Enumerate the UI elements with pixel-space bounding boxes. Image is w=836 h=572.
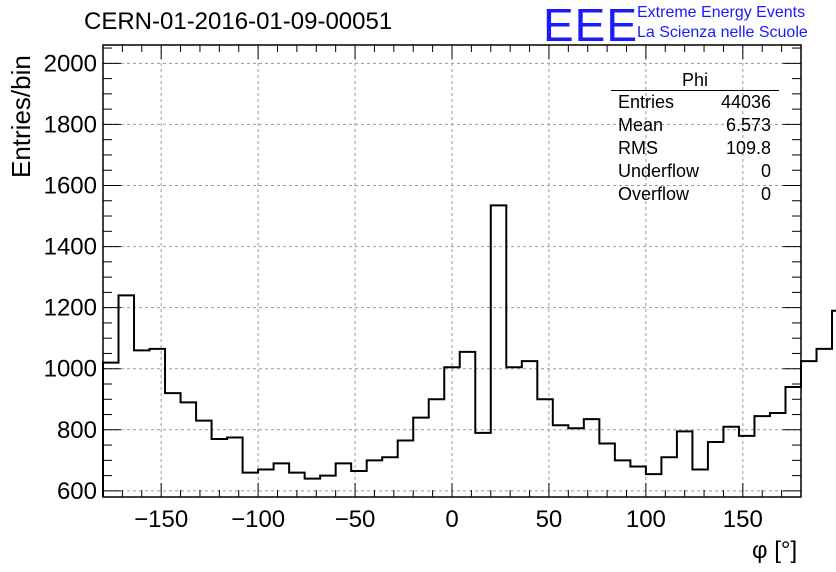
y-tick-label: 2000 [44, 50, 97, 77]
y-tick-label: 1400 [44, 234, 97, 261]
histogram-bin [677, 431, 693, 497]
stats-value: 6.573 [725, 115, 771, 135]
x-axis-label: φ [°] [752, 537, 797, 564]
histogram-bin [305, 479, 321, 497]
y-tick-label: 1800 [44, 111, 97, 138]
histogram-bin [351, 471, 367, 497]
axis-ticks [103, 45, 801, 497]
stats-value: 44036 [720, 92, 771, 112]
tick-labels: −150 −100 −50 0 50 100 150 600 800 1000 1200 1400 16… [44, 50, 763, 533]
histogram-bin [522, 361, 538, 497]
histogram-bin [243, 473, 259, 497]
histogram-bin [398, 441, 414, 498]
histogram-bin [584, 419, 600, 497]
x-tick-label: 0 [445, 506, 458, 533]
histogram-bin [692, 470, 708, 497]
stats-value: 0 [760, 184, 771, 204]
histogram-bin [817, 349, 833, 497]
stats-row-rms: RMS 109.8 [609, 137, 779, 160]
stats-row-mean: Mean 6.573 [609, 114, 779, 137]
histogram-bin [661, 457, 677, 497]
stats-label: Entries [618, 92, 675, 112]
stats-row-entries: Entries 44036 [609, 91, 779, 114]
histogram-bin [630, 466, 646, 497]
x-tick-label: 150 [723, 506, 763, 533]
histogram-bin [119, 295, 135, 497]
grid-lines [103, 45, 801, 497]
x-tick-label: 50 [536, 506, 563, 533]
stats-value: 109.8 [725, 138, 771, 158]
histogram-bin [444, 367, 460, 497]
stats-box: Phi Entries 44036 Mean 6.573 RMS 109.8 U… [609, 70, 779, 206]
histogram-bin [196, 421, 212, 497]
histogram-bin [150, 349, 166, 497]
histogram-bin [429, 399, 445, 497]
histogram-bin [413, 418, 429, 497]
histogram-bin [739, 436, 755, 497]
histogram-bin [134, 350, 150, 497]
x-tick-label: −150 [134, 506, 188, 533]
stats-title: Phi [611, 70, 779, 91]
histogram-bin [336, 463, 352, 497]
histogram-bin [785, 387, 801, 497]
histogram-bin [274, 463, 290, 497]
histogram-bin [475, 433, 491, 497]
y-tick-label: 800 [57, 417, 97, 444]
logo-caption: Extreme Energy Events La Scienza nelle S… [637, 3, 808, 43]
histogram-bin [568, 428, 584, 497]
eee-logo: EEE [543, 0, 639, 51]
histogram-bin [708, 442, 724, 497]
histogram-bin [646, 474, 662, 497]
y-tick-label: 600 [57, 478, 97, 505]
histogram-bin [832, 311, 836, 497]
histogram-series-line [102, 204, 836, 497]
histogram-bin [181, 402, 197, 497]
y-axis-label: Entries/bin [6, 55, 36, 178]
stats-label: Mean [618, 115, 664, 135]
histogram-bin [491, 205, 507, 497]
y-tick-label: 1000 [44, 356, 97, 383]
stats-label: RMS [618, 138, 658, 158]
histogram-bin [212, 439, 228, 497]
stats-label: Underflow [618, 161, 700, 181]
logo-caption-line2: La Scienza nelle Scuole [637, 24, 808, 41]
histogram-bin [382, 457, 398, 497]
histogram-bin [506, 367, 522, 497]
histogram-bin [165, 393, 181, 497]
run-title: CERN-01-2016-01-09-00051 [84, 8, 393, 35]
histogram-bin [770, 413, 786, 497]
logo-caption-line1: Extreme Energy Events [637, 4, 806, 21]
histogram-bin [320, 476, 336, 497]
histogram-bin [754, 416, 770, 497]
histogram-bin [599, 444, 615, 497]
y-tick-label: 1600 [44, 172, 97, 199]
histogram-bin [537, 399, 553, 497]
histogram-bin [553, 425, 569, 497]
histogram-bin [460, 352, 476, 497]
histogram-bins [102, 204, 836, 498]
histogram-bin [723, 427, 739, 497]
x-tick-label: −50 [335, 506, 376, 533]
stats-label: Overflow [618, 184, 690, 204]
x-tick-label: −100 [231, 506, 285, 533]
histogram-bin [258, 470, 274, 497]
histogram-bin [615, 460, 631, 497]
y-tick-label: 1200 [44, 295, 97, 322]
stats-value: 0 [760, 161, 771, 181]
stats-row-underflow: Underflow 0 [609, 160, 779, 183]
histogram-bin [801, 361, 817, 497]
stats-row-overflow: Overflow 0 [609, 183, 779, 206]
histogram-bin [227, 437, 243, 497]
x-tick-label: 100 [626, 506, 666, 533]
